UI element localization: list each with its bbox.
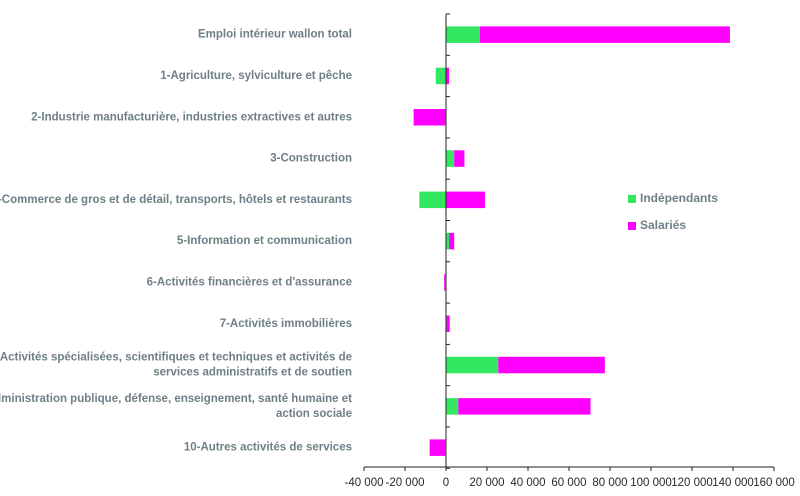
x-tick-labels-group: -40 000 -20 000 0 20 000 40 000 60 000 80 000 1… — [344, 477, 794, 489]
legend-label-salaries: Salariés — [640, 218, 686, 232]
bar-salaries-0 — [479, 26, 730, 43]
legend-swatch-independants — [628, 195, 636, 203]
bar-salaries-2 — [413, 109, 446, 126]
bar-salaries-1 — [446, 67, 450, 85]
x-tick-label-4: 40 000 — [510, 477, 545, 489]
x-tick-label-6: 80 000 — [592, 477, 627, 489]
category-label-10: 10-Autres activités de services — [184, 442, 352, 454]
category-label-8-line-1: services administratifs et de soutien — [153, 367, 352, 379]
bar-independants-1 — [435, 67, 446, 85]
legend-label-independants: Indépendants — [640, 191, 718, 205]
bar-independants-6 — [444, 274, 446, 291]
bar-salaries-5 — [449, 232, 455, 250]
category-label-9-line-1: action sociale — [276, 408, 352, 420]
bar-salaries-6 — [444, 274, 445, 291]
bar-salaries-3 — [454, 150, 465, 167]
bar-independants-9 — [446, 398, 459, 415]
x-tick-label-1: -20 000 — [385, 477, 424, 489]
category-label-2: 2-Industrie manufacturière, industries e… — [31, 111, 352, 123]
bar-salaries-8 — [498, 356, 605, 374]
x-tick-label-8: 120 000 — [671, 477, 713, 489]
bar-independants-10 — [444, 439, 446, 456]
category-label-3: 3-Construction — [270, 153, 352, 165]
legend: Indépendants Salariés — [628, 191, 718, 232]
x-tick-label-7: 100 000 — [630, 477, 672, 489]
bar-independants-8 — [446, 356, 499, 374]
bar-independants-5 — [446, 232, 450, 250]
x-tick-label-10: 160 000 — [753, 477, 795, 489]
category-label-8-line-0: 8-Activités spécialisées, scientifiques … — [0, 352, 352, 364]
category-label-1: 1-Agriculture, sylviculture et pêche — [160, 70, 352, 82]
category-label-0: Emploi intérieur wallon total — [198, 29, 352, 41]
x-tick-label-5: 60 000 — [551, 477, 586, 489]
category-label-7: 7-Activités immobilières — [220, 318, 352, 330]
category-labels-group: Emploi intérieur wallon total 1-Agricultu… — [0, 29, 352, 454]
x-tick-label-2: 0 — [443, 477, 449, 489]
bar-independants-4 — [419, 191, 446, 209]
bar-independants-3 — [446, 150, 455, 167]
bar-salaries-4 — [446, 191, 485, 209]
x-tick-label-3: 20 000 — [469, 477, 504, 489]
x-tick-label-0: -40 000 — [344, 477, 383, 489]
bars-group — [413, 26, 730, 456]
bar-salaries-9 — [458, 398, 591, 415]
bar-salaries-10 — [429, 439, 445, 456]
category-label-4: 4-Commerce de gros et de détail, transpo… — [0, 194, 352, 206]
bar-salaries-7 — [446, 315, 450, 332]
x-tick-label-9: 140 000 — [712, 477, 754, 489]
category-label-6: 6-Activités financières et d'assurance — [147, 276, 352, 288]
axes-group — [363, 13, 775, 471]
category-label-9-line-0: 9-Administration publique, défense, ense… — [0, 393, 352, 405]
legend-swatch-salaries — [628, 222, 636, 230]
bar-independants-0 — [446, 26, 480, 43]
category-label-5: 5-Information et communication — [177, 235, 352, 247]
